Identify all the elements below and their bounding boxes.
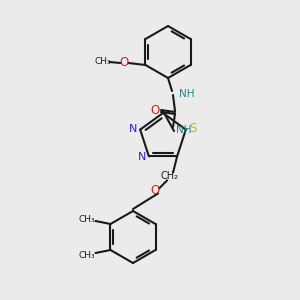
Text: CH₃: CH₃ xyxy=(78,250,95,260)
Text: CH₃: CH₃ xyxy=(78,214,95,224)
Text: NH: NH xyxy=(176,125,191,135)
Text: CH₂: CH₂ xyxy=(160,171,178,182)
Text: N: N xyxy=(129,124,137,134)
Text: O: O xyxy=(150,104,160,118)
Text: NH: NH xyxy=(179,89,194,99)
Text: O: O xyxy=(151,184,160,197)
Text: N: N xyxy=(138,152,146,162)
Text: CH₃: CH₃ xyxy=(94,56,111,65)
Text: O: O xyxy=(120,56,129,70)
Text: S: S xyxy=(189,122,196,135)
